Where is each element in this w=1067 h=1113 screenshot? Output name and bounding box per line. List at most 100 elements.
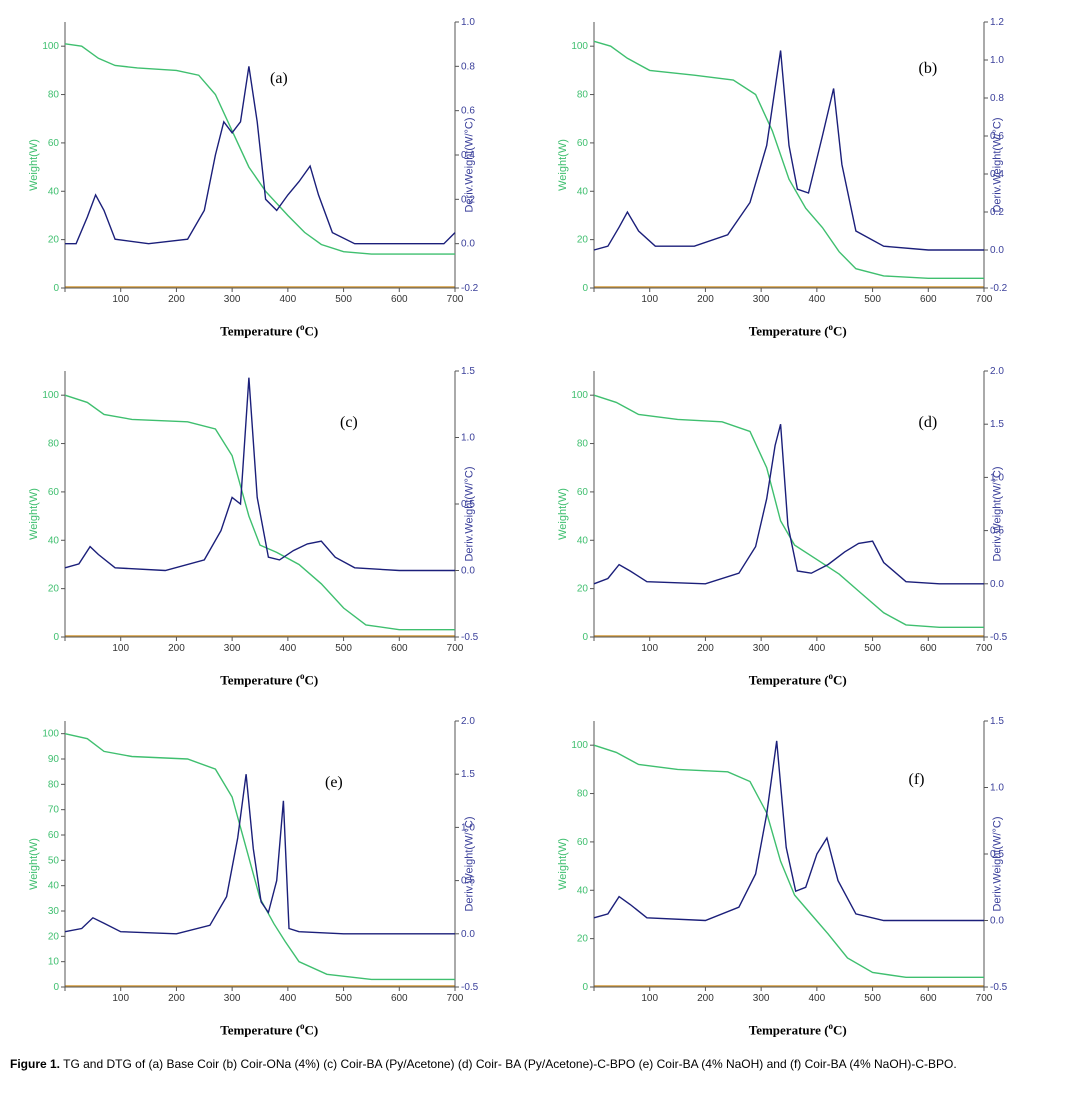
svg-text:400: 400: [808, 993, 825, 1004]
chart-svg-d: 100200300400500600700020406080100-0.50.0…: [539, 359, 1039, 669]
svg-text:1.0: 1.0: [990, 55, 1004, 66]
x-label: Temperature (oC): [539, 322, 1058, 339]
figure-grid: Weight(W)Deriv.Weight(W/°C)1002003004005…: [10, 10, 1057, 1038]
svg-text:40: 40: [576, 885, 588, 896]
svg-text:50: 50: [48, 855, 60, 866]
svg-text:100: 100: [571, 41, 588, 52]
svg-text:80: 80: [576, 90, 588, 101]
chart-svg-c: 100200300400500600700020406080100-0.50.0…: [10, 359, 510, 669]
svg-text:100: 100: [641, 294, 658, 305]
svg-text:0: 0: [53, 632, 59, 643]
svg-text:300: 300: [224, 993, 241, 1004]
yr-label: Deriv.Weight(W/°C): [992, 117, 1004, 212]
svg-text:60: 60: [576, 487, 588, 498]
svg-text:100: 100: [571, 740, 588, 751]
svg-text:100: 100: [42, 728, 59, 739]
svg-text:100: 100: [112, 643, 129, 654]
svg-text:0.0: 0.0: [990, 579, 1004, 590]
svg-text:60: 60: [48, 830, 60, 841]
svg-text:60: 60: [48, 487, 60, 498]
svg-text:600: 600: [391, 643, 408, 654]
svg-text:400: 400: [280, 643, 297, 654]
svg-text:100: 100: [112, 294, 129, 305]
svg-text:0: 0: [582, 632, 588, 643]
chart-svg-e: 1002003004005006007000102030405060708090…: [10, 709, 510, 1019]
chart-svg-a: 100200300400500600700020406080100-0.20.0…: [10, 10, 510, 320]
chart-wrap-c: Weight(W)Deriv.Weight(W/°C)1002003004005…: [10, 359, 510, 669]
svg-text:10: 10: [48, 956, 60, 967]
svg-text:400: 400: [808, 294, 825, 305]
svg-text:20: 20: [576, 933, 588, 944]
svg-text:20: 20: [48, 931, 60, 942]
svg-text:700: 700: [975, 643, 992, 654]
svg-text:70: 70: [48, 804, 60, 815]
svg-text:200: 200: [168, 643, 185, 654]
svg-text:0.8: 0.8: [990, 93, 1004, 104]
svg-text:40: 40: [48, 536, 60, 547]
yr-label: Deriv.Weight(W/°C): [463, 467, 475, 562]
svg-text:600: 600: [391, 993, 408, 1004]
svg-text:200: 200: [697, 993, 714, 1004]
svg-text:600: 600: [919, 993, 936, 1004]
svg-text:0.0: 0.0: [461, 566, 475, 577]
svg-text:100: 100: [641, 643, 658, 654]
svg-text:100: 100: [571, 391, 588, 402]
svg-text:500: 500: [335, 643, 352, 654]
panel-b: Weight(W)Deriv.Weight(W/°C)1002003004005…: [539, 10, 1058, 339]
svg-text:200: 200: [697, 643, 714, 654]
svg-text:1.0: 1.0: [990, 782, 1004, 793]
svg-text:400: 400: [280, 993, 297, 1004]
yl-label: Weight(W): [556, 838, 568, 890]
yr-label: Deriv.Weight(W/°C): [992, 467, 1004, 562]
yl-label: Weight(W): [556, 139, 568, 191]
svg-text:100: 100: [641, 993, 658, 1004]
chart-wrap-f: Weight(W) Deriv.Weight(W/°C)1002003004005…: [539, 709, 1039, 1019]
svg-text:80: 80: [576, 439, 588, 450]
svg-text:400: 400: [808, 643, 825, 654]
x-label: Temperature (oC): [10, 1021, 529, 1038]
caption-text: TG and DTG of (a) Base Coir (b) Coir-ONa…: [60, 1057, 957, 1071]
svg-text:-0.5: -0.5: [990, 982, 1008, 993]
svg-text:500: 500: [335, 294, 352, 305]
yl-label: Weight(W): [28, 838, 40, 890]
svg-text:500: 500: [864, 993, 881, 1004]
svg-text:0.0: 0.0: [461, 928, 475, 939]
svg-text:20: 20: [48, 235, 60, 246]
x-label: Temperature (oC): [539, 1021, 1058, 1038]
svg-text:0.0: 0.0: [990, 915, 1004, 926]
svg-text:400: 400: [280, 294, 297, 305]
yr-label: Deriv.Weight(W/°C): [992, 816, 1004, 911]
svg-text:2.0: 2.0: [990, 366, 1004, 377]
yr-label: Deriv.Weight(W/°C): [463, 117, 475, 212]
svg-text:80: 80: [48, 779, 60, 790]
svg-text:0: 0: [582, 982, 588, 993]
svg-text:0: 0: [582, 283, 588, 294]
svg-text:1.5: 1.5: [990, 716, 1004, 727]
svg-text:0.6: 0.6: [461, 106, 475, 117]
svg-text:100: 100: [112, 993, 129, 1004]
svg-text:1.5: 1.5: [461, 366, 475, 377]
panel-d: Weight(W)Deriv.Weight(W/°C)1002003004005…: [539, 359, 1058, 688]
svg-text:200: 200: [168, 993, 185, 1004]
svg-text:-0.2: -0.2: [990, 283, 1008, 294]
yl-label: Weight(W): [28, 488, 40, 540]
svg-text:60: 60: [576, 138, 588, 149]
panel-e: Weight(W)Deriv.Weight(W/°C)1002003004005…: [10, 709, 529, 1038]
svg-text:-0.5: -0.5: [461, 982, 479, 993]
chart-svg-b: 100200300400500600700020406080100-0.20.0…: [539, 10, 1039, 320]
panel-c: Weight(W)Deriv.Weight(W/°C)1002003004005…: [10, 359, 529, 688]
svg-text:1.5: 1.5: [990, 420, 1004, 431]
chart-svg-f: 100200300400500600700020406080100-0.50.0…: [539, 709, 1039, 1019]
svg-text:80: 80: [48, 90, 60, 101]
svg-text:20: 20: [576, 235, 588, 246]
svg-text:700: 700: [975, 294, 992, 305]
yl-label: Weight(W): [556, 488, 568, 540]
svg-text:200: 200: [168, 294, 185, 305]
svg-text:30: 30: [48, 906, 60, 917]
x-label: Temperature (oC): [539, 671, 1058, 688]
svg-text:40: 40: [576, 536, 588, 547]
svg-text:40: 40: [48, 186, 60, 197]
svg-text:1.0: 1.0: [461, 433, 475, 444]
svg-text:0.0: 0.0: [990, 245, 1004, 256]
svg-text:500: 500: [864, 294, 881, 305]
